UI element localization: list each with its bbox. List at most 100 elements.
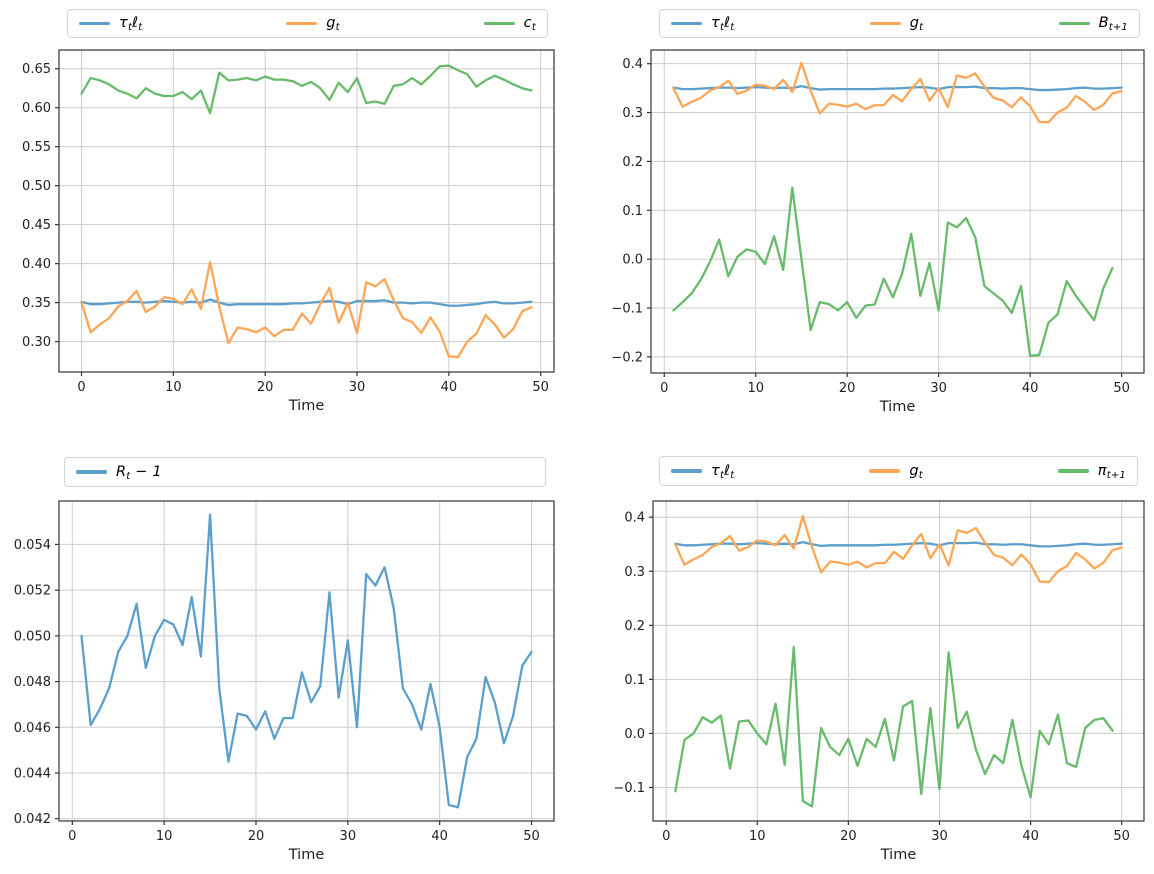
legend-label: Bt+1 xyxy=(1098,15,1128,34)
legend-label: πt+1 xyxy=(1097,462,1126,481)
x-tick-label: 20 xyxy=(248,829,265,844)
y-tick-label: 0.0 xyxy=(622,253,643,268)
legend-entry: Rt − 1 xyxy=(76,463,162,482)
chart-canvas: 0 10 20 30 40 50 −0.2 −0.1 0.0 0.1 0.2 0.3 0.4 Time xyxy=(611,49,1145,415)
legend: τtℓt gt Bt+1 xyxy=(659,9,1140,38)
y-tick-label: 0.35 xyxy=(22,296,51,311)
x-axis-label: Time xyxy=(879,399,916,415)
legend-line-swatch xyxy=(869,21,901,26)
legend-entry: ct xyxy=(483,15,536,34)
x-tick-label: 0 xyxy=(77,380,85,395)
chart-panel-bottom-left: Rt − 1 0 10 20 30 40 50 0.042 0.044 0.046 0.048 0.… xyxy=(0,437,577,874)
series-line-0 xyxy=(672,85,1123,92)
y-tick-label: −0.2 xyxy=(611,350,643,365)
legend-line-swatch xyxy=(79,21,110,26)
chart-panel-top-left: τtℓt gt ct 0 10 20 30 40 50 0.30 0.35 0.40 0.45 0.50… xyxy=(0,0,577,437)
x-tick-label: 10 xyxy=(156,829,173,844)
axes-frame xyxy=(652,500,1145,822)
legend-line-swatch xyxy=(671,469,702,473)
legend-entry: gt xyxy=(869,16,924,33)
y-tick-label: 0.2 xyxy=(624,619,645,634)
y-tick-label: 0.45 xyxy=(22,218,51,233)
x-tick-label: 0 xyxy=(662,829,670,844)
x-tick-label: 10 xyxy=(747,381,764,396)
x-tick-label: 50 xyxy=(523,829,540,844)
y-tick-label: 0.50 xyxy=(22,179,51,194)
y-tick-label: 0.048 xyxy=(14,675,51,690)
y-tick-label: 0.052 xyxy=(14,584,51,599)
y-tick-label: 0.4 xyxy=(624,511,645,526)
y-tick-label: 0.2 xyxy=(622,155,643,170)
y-tick-label: 0.4 xyxy=(622,57,643,72)
y-tick-label: 0.1 xyxy=(624,673,645,688)
legend-entry: gt xyxy=(869,462,923,481)
y-tick-label: 0.050 xyxy=(14,629,51,644)
series-line-1 xyxy=(672,61,1123,124)
legend-line-swatch xyxy=(286,21,318,26)
x-tick-label: 30 xyxy=(931,829,948,844)
y-tick-label: 0.30 xyxy=(22,335,51,350)
x-tick-label: 20 xyxy=(839,381,856,396)
y-tick-label: 0.3 xyxy=(624,565,645,580)
chart-panel-top-right: τtℓt gt Bt+1 0 10 20 30 40 50 −0.2 −0.1 0.0 0.1 0.2 0… xyxy=(577,0,1154,437)
x-tick-label: 30 xyxy=(349,380,366,395)
y-tick-label: 0.1 xyxy=(622,204,643,219)
axes-frame xyxy=(58,49,555,373)
series-line-1 xyxy=(674,514,1123,584)
chart-canvas: 0 10 20 30 40 50 0.30 0.35 0.40 0.45 0.50 0.55 0.60 0… xyxy=(22,49,555,414)
legend-line-swatch xyxy=(1058,21,1090,26)
y-tick-label: 0.3 xyxy=(622,106,643,121)
legend-entry: τtℓt xyxy=(671,15,735,34)
y-tick-label: 0.046 xyxy=(14,721,51,736)
x-tick-label: 40 xyxy=(1022,829,1039,844)
legend-label: ct xyxy=(523,15,536,34)
chart-canvas: 0 10 20 30 40 50 −0.1 0.0 0.1 0.2 0.3 0.4 Time xyxy=(613,500,1145,863)
x-axis-label: Time xyxy=(288,398,325,414)
y-tick-label: −0.1 xyxy=(611,302,643,317)
legend: τtℓt gt πt+1 xyxy=(659,456,1138,486)
y-tick-label: 0.044 xyxy=(14,767,51,782)
series-line-2 xyxy=(674,645,1114,808)
series-line-1 xyxy=(80,260,533,359)
series-line-0 xyxy=(674,540,1123,548)
legend-line-swatch xyxy=(869,469,901,473)
legend-line-swatch xyxy=(1057,469,1089,473)
x-tick-label: 50 xyxy=(532,380,549,395)
x-axis-label: Time xyxy=(288,847,325,863)
y-tick-label: 0.40 xyxy=(22,257,51,272)
legend-label: τtℓt xyxy=(711,462,735,481)
legend-label: τtℓt xyxy=(119,15,143,34)
x-tick-label: 50 xyxy=(1113,829,1130,844)
x-tick-label: 10 xyxy=(749,829,766,844)
x-tick-label: 10 xyxy=(165,380,182,395)
x-tick-label: 40 xyxy=(441,380,458,395)
legend-line-swatch xyxy=(671,21,702,26)
x-tick-label: 40 xyxy=(431,829,448,844)
y-tick-label: 0.054 xyxy=(14,538,51,553)
series-line-0 xyxy=(80,298,533,307)
y-tick-label: 0.55 xyxy=(22,140,51,155)
x-tick-label: 0 xyxy=(660,381,668,396)
legend-line-swatch xyxy=(483,21,515,26)
x-tick-label: 50 xyxy=(1113,381,1130,396)
legend-entry: gt xyxy=(286,15,340,34)
legend-label: gt xyxy=(326,15,340,34)
legend: Rt − 1 xyxy=(64,457,546,487)
x-tick-label: 30 xyxy=(340,829,357,844)
y-tick-label: 0.042 xyxy=(14,812,51,827)
legend-entry: τtℓt xyxy=(671,462,735,481)
legend-label: Rt − 1 xyxy=(116,463,162,482)
legend-entry: Bt+1 xyxy=(1058,15,1128,34)
legend-label: τtℓt xyxy=(711,15,735,34)
axes-frame xyxy=(650,49,1145,374)
y-tick-label: 0.60 xyxy=(22,101,51,116)
x-axis-label: Time xyxy=(880,847,917,863)
legend-label: gt xyxy=(909,462,923,481)
x-tick-label: 0 xyxy=(68,829,76,844)
legend: τtℓt gt ct xyxy=(67,9,548,38)
series-line-2 xyxy=(672,186,1114,358)
chart-canvas: 0 10 20 30 40 50 0.042 0.044 0.046 0.048 0.050 0.05… xyxy=(14,500,555,863)
y-tick-label: −0.1 xyxy=(613,781,645,796)
legend-line-swatch xyxy=(76,470,107,474)
